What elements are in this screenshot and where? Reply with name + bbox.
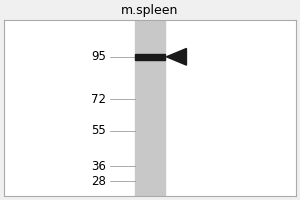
Text: 28: 28 (92, 175, 106, 188)
Title: m.spleen: m.spleen (121, 4, 179, 17)
Text: 72: 72 (91, 93, 106, 106)
Text: 36: 36 (92, 160, 106, 173)
Text: 95: 95 (92, 50, 106, 63)
Bar (135, 20, 165, 196)
Bar (135, 54, 165, 60)
Polygon shape (167, 48, 187, 65)
Text: 55: 55 (92, 124, 106, 137)
